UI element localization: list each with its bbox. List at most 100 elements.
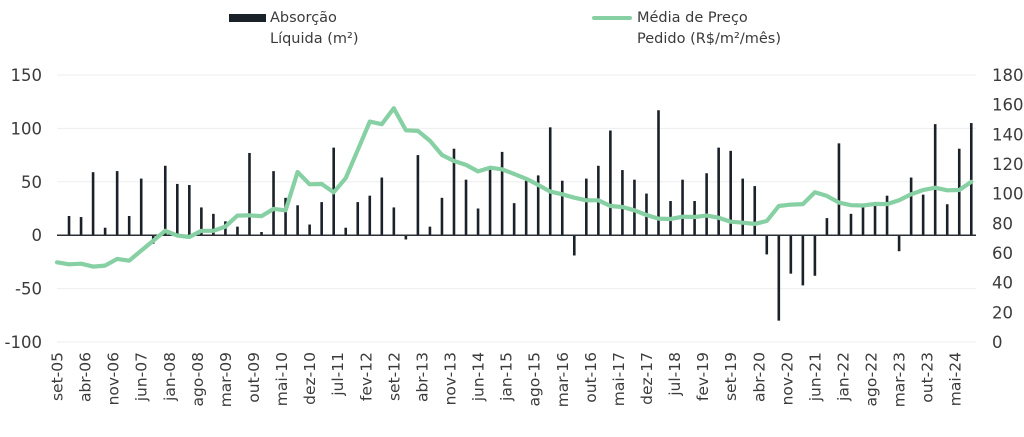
x-tick-label: jan-22 [835, 352, 853, 402]
legend-absorcao-line1: Absorção [270, 10, 337, 26]
bar [380, 177, 384, 236]
legend-preco: Média de Preço Pedido (R$/m²/mês) [592, 8, 781, 50]
x-tick-label: abr-13 [413, 352, 431, 402]
legend-preco-line2: Pedido (R$/m²/mês) [637, 31, 781, 47]
bar [512, 203, 516, 236]
bar [163, 165, 167, 236]
bar [873, 205, 877, 236]
bar [356, 202, 360, 236]
x-tick-label: ago-15 [526, 352, 544, 406]
y-left-tick-label: 150 [11, 66, 43, 85]
x-tick-label: jun-21 [806, 352, 824, 402]
x-tick-label: mar-09 [217, 352, 235, 407]
bar [236, 226, 239, 236]
bar [825, 218, 829, 236]
y-right-tick-label: 120 [992, 155, 1024, 174]
x-tick-label: ago-08 [189, 352, 207, 406]
bar [103, 227, 107, 236]
bar [272, 171, 275, 236]
bar [200, 207, 203, 236]
bar [392, 207, 396, 236]
x-tick-label: out-09 [245, 352, 263, 403]
bar [188, 185, 191, 236]
bar [681, 179, 684, 236]
legend-absorcao: Absorção Líquida (m²) [229, 8, 359, 50]
bar [320, 202, 323, 236]
bar [500, 151, 504, 236]
bar [801, 235, 805, 286]
x-tick-label: mai-24 [947, 352, 965, 406]
bar [67, 215, 71, 236]
bar [488, 168, 492, 236]
x-tick-label: jul-18 [666, 352, 684, 397]
y-right-tick-label: 100 [992, 185, 1024, 204]
x-tick-label: nov-20 [778, 352, 796, 405]
y-right-tick-label: 40 [992, 274, 1013, 293]
x-tick-label: abr-06 [77, 352, 95, 402]
bar [909, 177, 913, 236]
bar [115, 171, 119, 236]
bar [536, 175, 540, 236]
x-tick-label: dez-17 [638, 352, 656, 405]
bar [440, 197, 444, 236]
bar [176, 183, 179, 236]
x-tick-label: jan-08 [161, 352, 179, 402]
bar [849, 213, 853, 236]
bar [933, 124, 937, 236]
x-tick-label: set-05 [49, 352, 67, 401]
bar [428, 226, 432, 236]
y-left-tick-label: -50 [15, 280, 42, 299]
bar [308, 224, 311, 236]
x-tick-label: ago-22 [863, 352, 881, 406]
y-right-tick-label: 140 [992, 125, 1024, 144]
y-left-tick-label: 0 [32, 226, 43, 245]
bar [717, 147, 720, 236]
x-tick-label: out-23 [919, 352, 937, 403]
bar-series [67, 110, 973, 321]
bar [416, 155, 420, 236]
x-tick-label: jun-14 [470, 352, 488, 402]
bar [885, 195, 889, 236]
bar [572, 235, 576, 256]
bar [765, 235, 769, 255]
x-tick-label: jan-15 [498, 352, 516, 402]
bar [837, 143, 841, 236]
bar [368, 195, 372, 236]
bar [452, 148, 456, 236]
bar [404, 235, 408, 240]
x-tick-label: fev-12 [357, 352, 375, 401]
bar [921, 194, 925, 236]
x-tick-label: set-12 [385, 352, 403, 401]
y-right-tick-label: 20 [992, 303, 1013, 322]
bar [729, 150, 732, 236]
y-left-tick-label: -100 [5, 333, 42, 352]
bar [79, 217, 83, 236]
legend-absorcao-line2: Líquida (m²) [270, 31, 359, 47]
bar [789, 235, 793, 274]
bar [284, 197, 287, 236]
bar [476, 208, 480, 236]
bar [464, 179, 468, 236]
bar [741, 178, 745, 236]
bar [139, 178, 143, 236]
x-tick-label: set-19 [722, 352, 740, 401]
x-tick-label: out-16 [582, 352, 600, 403]
bar [777, 235, 781, 321]
bar [560, 180, 564, 236]
y-right-tick-label: 180 [992, 66, 1024, 85]
bar [91, 172, 95, 236]
bar [344, 227, 348, 236]
bar [524, 180, 528, 236]
bar [296, 205, 299, 236]
bar [609, 130, 612, 236]
bar [621, 170, 624, 236]
x-tick-label: mar-23 [891, 352, 909, 407]
legend-line-swatch [592, 16, 632, 20]
x-tick-label: jun-07 [133, 352, 151, 402]
price-line-series [54, 106, 974, 269]
bar [585, 178, 588, 236]
bar [212, 213, 215, 236]
x-tick-label: nov-13 [442, 352, 460, 405]
bar [813, 235, 817, 276]
